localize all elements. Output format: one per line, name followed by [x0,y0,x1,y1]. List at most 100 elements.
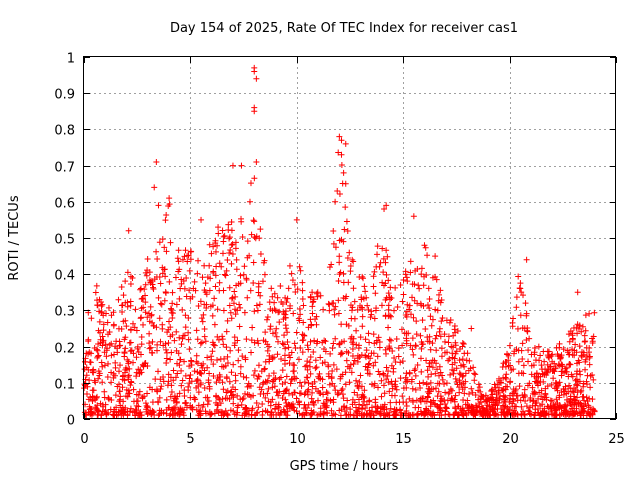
data-point [412,365,419,372]
data-point [212,239,219,246]
data-point [219,409,226,416]
data-point [579,408,586,415]
data-point [81,381,88,388]
data-point [186,346,193,353]
data-point [403,337,410,344]
data-point [177,285,184,292]
data-point [136,411,143,418]
data-point [508,367,515,374]
data-point [149,399,156,406]
data-point [220,386,227,393]
data-point [253,75,260,82]
data-point [269,354,276,361]
data-point [263,379,270,386]
data-point [409,335,416,342]
data-point [133,354,140,361]
data-point [195,402,202,409]
data-point [531,390,538,397]
data-point [362,288,369,295]
data-point [589,411,596,418]
data-point [370,283,377,290]
data-point [581,332,588,339]
data-point [536,357,543,364]
data-point [195,257,202,264]
data-point [191,396,198,403]
data-point [392,378,399,385]
data-point [414,361,421,368]
data-point [250,372,257,379]
data-point [202,280,209,287]
data-point [142,269,149,276]
data-point [504,409,511,416]
data-point [255,280,262,287]
data-point [240,271,247,278]
data-point [535,373,542,380]
data-point [250,217,257,224]
data-point [336,133,343,140]
data-point [284,329,291,336]
data-point [335,278,342,285]
data-point [214,333,221,340]
data-point [111,351,118,358]
data-point [280,341,287,348]
data-point [226,234,233,241]
data-point [411,297,418,304]
data-point [147,344,154,351]
data-point [437,393,444,400]
data-point [368,404,375,411]
data-point [162,346,169,353]
data-point [328,261,335,268]
data-point [275,338,282,345]
data-point [580,351,587,358]
data-point [235,281,242,288]
data-point [99,363,106,370]
data-point [511,348,518,355]
data-point [146,340,153,347]
data-point [179,377,186,384]
data-point [380,269,387,276]
x-tick-label: 15 [395,432,412,447]
data-point [380,255,387,262]
data-point [468,403,475,410]
data-point [195,303,202,310]
data-point [521,411,528,418]
data-point [98,412,105,419]
data-point [399,298,406,305]
data-point [228,295,235,302]
data-point [391,392,398,399]
data-point [176,334,183,341]
data-point [139,394,146,401]
data-point [96,329,103,336]
data-point [147,410,154,417]
data-point [529,384,536,391]
data-point [589,339,596,346]
data-point [211,342,218,349]
data-point [215,224,222,231]
data-point [244,383,251,390]
data-point [273,411,280,418]
data-point [517,280,524,287]
data-point [449,387,456,394]
data-point [228,388,235,395]
data-point [527,404,534,411]
data-point [314,289,321,296]
data-point [146,345,153,352]
data-point [330,399,337,406]
data-point [157,376,164,383]
data-point [366,371,373,378]
data-point [187,394,194,401]
data-point [186,267,193,274]
data-point [239,353,246,360]
data-point [564,349,571,356]
data-point [444,349,451,356]
data-point [509,323,516,330]
data-point [346,249,353,256]
data-point [418,338,425,345]
data-point [171,337,178,344]
data-point [205,398,212,405]
y-tick-label: 0.6 [54,197,75,212]
data-point [208,353,215,360]
data-point [264,408,271,415]
data-point [503,375,510,382]
data-point [154,341,161,348]
